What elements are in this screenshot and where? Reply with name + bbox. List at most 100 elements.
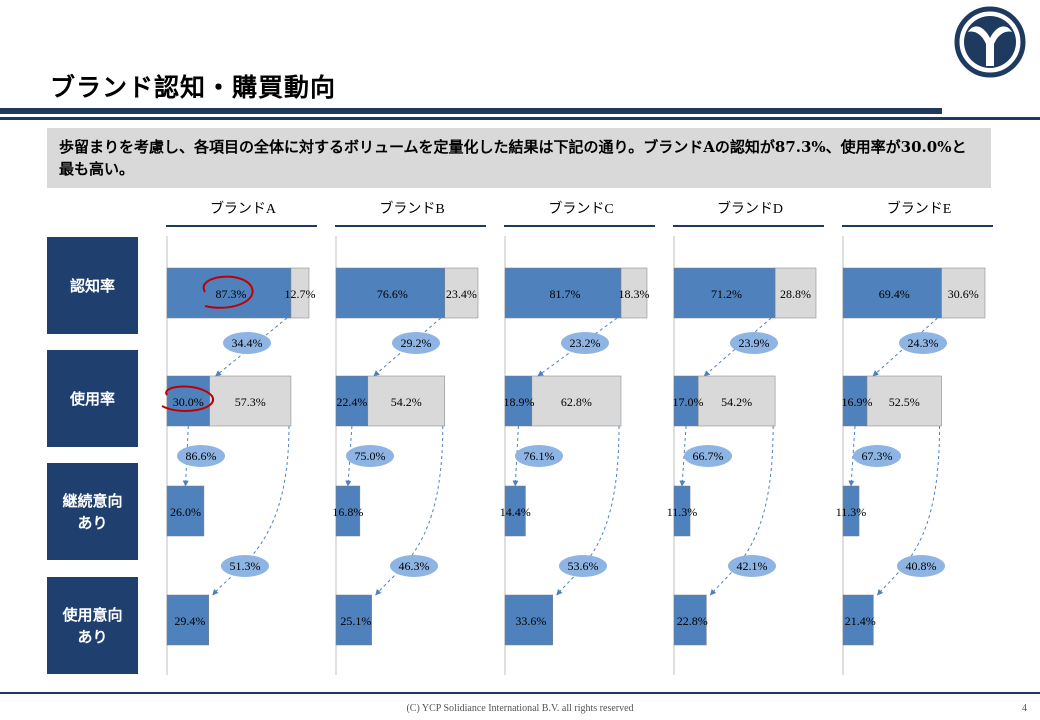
conversion-bubble-label: 42.1% <box>737 559 768 573</box>
usage-remainder-label: 62.8% <box>561 395 592 409</box>
conversion-bubble <box>221 555 269 577</box>
nonuser-to-intent-arrow <box>375 425 444 596</box>
summary-box: 歩留まりを考慮し、各項目の全体に対するボリュームを定量化した結果は下記の通り。ブ… <box>47 128 991 188</box>
conversion-bubble <box>390 555 438 577</box>
usage-intent-value-label: 21.4% <box>845 614 876 628</box>
conversion-bubble <box>897 555 945 577</box>
continue-intent-value-label: 16.8% <box>332 505 363 519</box>
awareness-remainder-bar <box>774 267 817 319</box>
conversion-bubble-label: 40.8% <box>906 559 937 573</box>
awareness-remainder-label: 18.3% <box>619 287 650 301</box>
usage-bar <box>673 375 699 427</box>
awareness-bar <box>673 267 776 319</box>
row-label-continue-intent: 継続意向 あり <box>47 463 138 560</box>
awareness-bar <box>335 267 446 319</box>
conversion-bubble-label: 24.3% <box>908 336 939 350</box>
conversion-bubble <box>728 555 776 577</box>
footer-rule <box>0 692 1040 694</box>
awareness-value-label: 76.6% <box>377 287 408 301</box>
nonuser-to-intent-arrow <box>876 425 941 596</box>
conversion-bubble-label: 34.4% <box>232 336 263 350</box>
row-label-awareness: 認知率 <box>47 237 138 334</box>
page-title: ブランド認知・購買動向 <box>50 73 337 102</box>
header-subrule <box>0 117 1040 120</box>
usage-intent-value-label: 22.8% <box>677 614 708 628</box>
usage-intent-value-label: 33.6% <box>515 614 546 628</box>
row-label-usage: 使用率 <box>47 350 138 447</box>
conversion-bubble-label: 53.6% <box>568 559 599 573</box>
brand-header: ブランドD <box>717 200 783 217</box>
usage-intent-bar <box>504 594 553 646</box>
nonuser-to-intent-arrow <box>556 425 620 596</box>
usage-remainder-label: 57.3% <box>235 395 266 409</box>
continue-intent-value-label: 11.3% <box>667 505 698 519</box>
usage-remainder-label: 52.5% <box>889 395 920 409</box>
conversion-bubble <box>177 445 225 467</box>
continue-intent-bar <box>166 485 205 537</box>
usage-remainder-label: 54.2% <box>721 395 752 409</box>
usage-intent-bar <box>673 594 707 646</box>
header-rule <box>0 108 942 114</box>
usage-bar <box>504 375 533 427</box>
usage-value-label: 30.0% <box>173 395 204 409</box>
awareness-remainder-label: 23.4% <box>446 287 477 301</box>
conversion-bubble <box>559 555 607 577</box>
conversion-bubble-label: 51.3% <box>230 559 261 573</box>
continue-intent-value-label: 14.4% <box>500 505 531 519</box>
awareness-remainder-bar <box>444 267 479 319</box>
usage-remainder-bar <box>367 375 446 427</box>
usage-value-label: 18.9% <box>504 395 535 409</box>
continue-intent-value-label: 26.0% <box>170 505 201 519</box>
usage-value-label: 22.4% <box>336 395 367 409</box>
conversion-bubble-label: 67.3% <box>862 449 893 463</box>
usage-remainder-label: 54.2% <box>391 395 422 409</box>
brand-header: ブランドA <box>210 200 277 217</box>
usage-intent-bar <box>166 594 209 646</box>
brand-header: ブランドC <box>548 200 613 217</box>
usage-intent-value-label: 25.1% <box>340 614 371 628</box>
conversion-bubble <box>899 332 947 354</box>
usage-value-label: 16.9% <box>842 395 873 409</box>
conversion-bubble-label: 29.2% <box>401 336 432 350</box>
conversion-bubble-label: 23.2% <box>570 336 601 350</box>
conversion-bubble-label: 23.9% <box>739 336 770 350</box>
conversion-bubble-label: 76.1% <box>524 449 555 463</box>
conversion-bubble-label: 66.7% <box>693 449 724 463</box>
brand-header: ブランドE <box>887 200 952 217</box>
company-logo-icon <box>954 6 1026 78</box>
usage-remainder-bar <box>697 375 776 427</box>
conversion-bubble <box>730 332 778 354</box>
conversion-bubble <box>346 445 394 467</box>
usage-intent-bar <box>335 594 372 646</box>
awareness-value-label: 71.2% <box>711 287 742 301</box>
conversion-bubble-label: 86.6% <box>186 449 217 463</box>
awareness-remainder-bar <box>290 267 310 319</box>
conversion-bubble <box>515 445 563 467</box>
usage-intent-value-label: 29.4% <box>174 614 205 628</box>
row-label-usage-intent: 使用意向 あり <box>47 577 138 674</box>
highlight-circle <box>161 385 214 412</box>
conversion-bubble <box>392 332 440 354</box>
conversion-bubble <box>561 332 609 354</box>
awareness-remainder-label: 12.7% <box>284 287 315 301</box>
awareness-value-label: 69.4% <box>879 287 910 301</box>
nonuser-to-intent-arrow <box>709 425 774 596</box>
conversion-bubble <box>684 445 732 467</box>
usage-remainder-bar <box>866 375 942 427</box>
highlight-circle <box>202 275 254 309</box>
awareness-remainder-label: 28.8% <box>780 287 811 301</box>
usage-intent-bar <box>842 594 874 646</box>
conversion-bubble-label: 75.0% <box>355 449 386 463</box>
page-number: 4 <box>1022 703 1027 714</box>
conversion-bubble <box>223 332 271 354</box>
awareness-remainder-bar <box>620 267 648 319</box>
awareness-remainder-bar <box>941 267 986 319</box>
usage-remainder-bar <box>209 375 292 427</box>
awareness-value-label: 87.3% <box>215 287 246 301</box>
usage-value-label: 17.0% <box>673 395 704 409</box>
copyright-text: (C) YCP Solidiance International B.V. al… <box>406 703 634 714</box>
continue-intent-value-label: 11.3% <box>836 505 867 519</box>
awareness-remainder-label: 30.6% <box>948 287 979 301</box>
awareness-bar <box>504 267 622 319</box>
